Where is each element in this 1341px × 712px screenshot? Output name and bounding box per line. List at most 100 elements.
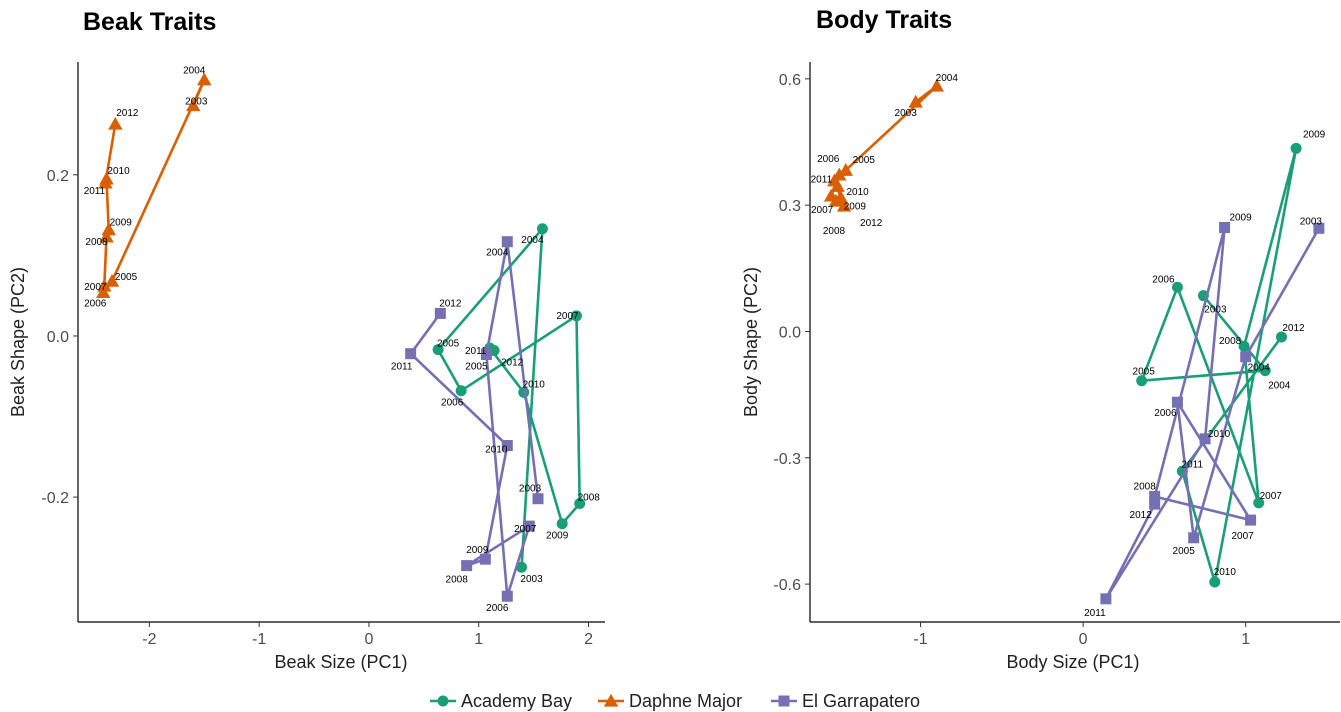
body-daphne-major-point-2012	[836, 198, 852, 212]
beak-traits-panel: Beak Traits Beak Size (PC1) Beak Shape (…	[8, 8, 605, 672]
beak-el-garrapatero-label-2012: 2012	[439, 298, 462, 309]
body-el-garrapatero-label-2010: 2010	[1208, 429, 1231, 440]
body-academy-bay-point-2006	[1171, 281, 1183, 293]
beak-el-garrapatero-point-2004	[501, 236, 513, 248]
body-academy-bay-point-2008	[1238, 340, 1250, 352]
body-daphne-major-label-2008: 2008	[823, 226, 846, 237]
body-academy-bay-label-2012: 2012	[1282, 323, 1305, 334]
beak-daphne-major-label-2007: 2007	[84, 282, 107, 293]
body-daphne-major-label-2012: 2012	[860, 218, 883, 229]
beak-el-garrapatero-label-2003: 2003	[519, 484, 542, 495]
body-el-garrapatero-line	[1104, 226, 1321, 601]
beak-daphne-major-point-2005	[104, 273, 120, 287]
beak-daphne-major-label-2004: 2004	[183, 66, 206, 77]
beak-daphne-major-label-2011: 2011	[84, 186, 106, 197]
beak-y-tick-label: 0.0	[47, 329, 69, 346]
body-y-tick-label: -0.3	[773, 451, 801, 468]
legend-triangle-marker	[603, 693, 619, 707]
body-daphne-major-label-2011: 2011	[811, 175, 833, 186]
legend-item-academy-bay: Academy Bay	[430, 691, 572, 711]
beak-academy-bay-point-2009	[556, 518, 568, 530]
body-el-garrapatero-point-2004	[1240, 351, 1252, 363]
body-series-el-garrapatero	[1100, 221, 1325, 605]
beak-academy-bay-label-2007: 2007	[556, 311, 579, 322]
body-academy-bay-label-2009: 2009	[1303, 129, 1326, 140]
body-academy-bay-label-2010: 2010	[1214, 567, 1237, 578]
beak-daphne-major-label-2009: 2009	[110, 218, 133, 229]
body-el-garrapatero-label-2012: 2012	[1130, 510, 1153, 521]
body-x-tick-label: -1	[913, 631, 927, 648]
beak-academy-bay-label-2011: 2011	[465, 346, 487, 357]
body-academy-bay-label-2011: 2011	[1182, 459, 1204, 470]
body-y-tick-label: 0.6	[779, 72, 801, 89]
beak-el-garrapatero-label-2005: 2005	[465, 361, 488, 372]
beak-el-garrapatero-point-2010	[501, 440, 513, 452]
beak-traits-title: Beak Traits	[83, 8, 216, 36]
beak-academy-bay-label-2009: 2009	[546, 531, 569, 542]
legend-item-daphne-major: Daphne Major	[598, 691, 742, 711]
body-daphne-major-label-2009: 2009	[844, 202, 867, 213]
beak-el-garrapatero-line	[409, 240, 540, 598]
beak-x-tick-label: -1	[252, 631, 266, 648]
body-academy-bay-label-2008: 2008	[1219, 336, 1242, 347]
body-daphne-major-point-2004	[929, 78, 945, 92]
beak-daphne-major-label-2010: 2010	[107, 166, 130, 177]
body-daphne-major-label-2010: 2010	[847, 187, 870, 198]
beak-academy-bay-line	[436, 227, 582, 568]
body-daphne-major-label-2004: 2004	[936, 73, 959, 84]
body-y-tick-label: 0.0	[779, 324, 801, 341]
beak-el-garrapatero-point-2011	[405, 348, 417, 360]
beak-daphne-major-point-2007	[97, 278, 112, 292]
body-traits-panel: Body Traits Body Size (PC1) Body Shape (…	[741, 6, 1340, 672]
body-el-garrapatero-point-2007	[1245, 514, 1257, 526]
beak-academy-bay-point-2008	[574, 498, 586, 510]
beak-x-tick-label: 1	[474, 631, 483, 648]
body-el-garrapatero-point-2006	[1171, 396, 1183, 408]
beak-academy-bay-label-2003: 2003	[520, 574, 543, 585]
body-x-tick-label: 1	[1241, 631, 1250, 648]
body-academy-bay-point-2004	[1259, 365, 1271, 377]
beak-el-garrapatero-label-2008: 2008	[446, 575, 469, 586]
body-el-garrapatero-point-2012	[1149, 498, 1161, 510]
beak-academy-bay-label-2006: 2006	[441, 398, 464, 409]
body-academy-bay-label-2004: 2004	[1268, 381, 1291, 392]
beak-daphne-major-point-2008	[99, 229, 114, 243]
body-el-garrapatero-label-2004: 2004	[1248, 363, 1271, 374]
body-academy-bay-point-2010	[1209, 576, 1221, 588]
body-el-garrapatero-point-2010	[1199, 433, 1211, 445]
body-el-garrapatero-point-2005	[1188, 532, 1200, 544]
body-academy-bay-line	[1140, 147, 1298, 584]
body-daphne-major-label-2003: 2003	[895, 108, 918, 119]
beak-y-tick-label: 0.2	[47, 168, 69, 185]
body-y-tick-label: 0.3	[779, 198, 801, 215]
beak-daphne-major-label-2012: 2012	[116, 108, 139, 119]
body-el-garrapatero-point-2009	[1219, 221, 1231, 233]
body-daphne-major-point-2011	[827, 173, 842, 187]
beak-x-axis-title: Beak Size (PC1)	[274, 652, 407, 672]
beak-daphne-major-point-2012	[108, 116, 123, 130]
beak-y-tick-label: -0.2	[41, 490, 69, 507]
body-daphne-major-label-2007: 2007	[811, 205, 834, 216]
body-el-garrapatero-label-2003: 2003	[1300, 216, 1323, 227]
beak-x-tick-label: 2	[584, 631, 593, 648]
body-y-tick-label: -0.6	[773, 577, 801, 594]
beak-academy-bay-point-2007	[570, 310, 582, 322]
beak-daphne-major-label-2006: 2006	[84, 298, 107, 309]
beak-el-garrapatero-point-2009	[479, 553, 491, 565]
beak-daphne-major-point-2009	[101, 222, 116, 236]
body-traits-title: Body Traits	[816, 6, 952, 34]
body-x-axis-title: Body Size (PC1)	[1006, 652, 1139, 672]
body-series-academy-bay	[1136, 142, 1302, 588]
beak-series-academy-bay	[432, 223, 586, 573]
body-x-tick-label: 0	[1079, 631, 1088, 648]
body-academy-bay-point-2009	[1290, 142, 1302, 154]
beak-academy-bay-point-2005	[432, 344, 444, 356]
beak-el-garrapatero-point-2008	[461, 560, 473, 572]
body-series-daphne-major	[823, 78, 945, 212]
beak-x-tick-label: -2	[142, 631, 156, 648]
beak-el-garrapatero-point-2007	[523, 520, 535, 532]
body-y-axis-title: Body Shape (PC2)	[741, 267, 761, 417]
beak-el-garrapatero-label-2007: 2007	[514, 524, 537, 535]
beak-series-el-garrapatero	[405, 236, 544, 602]
